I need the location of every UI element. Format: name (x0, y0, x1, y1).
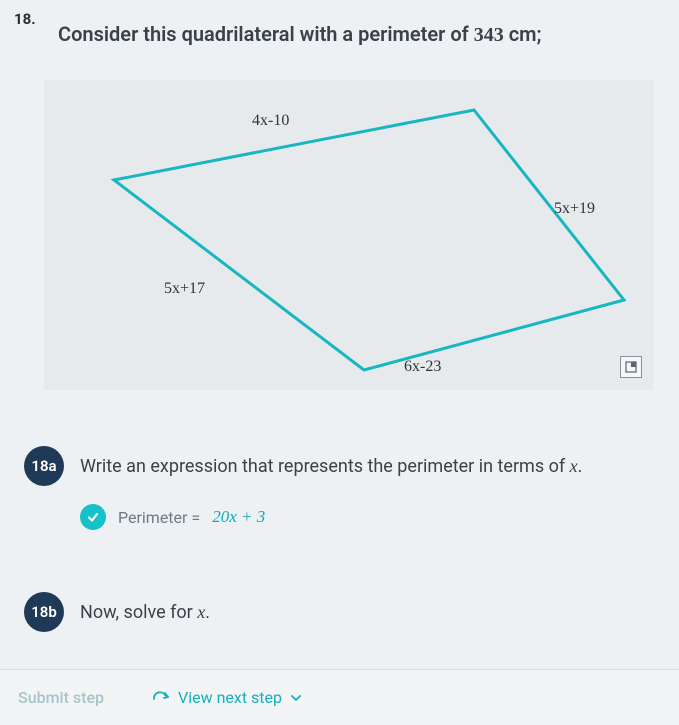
fullscreen-button[interactable] (620, 356, 642, 378)
badge-18a: 18a (24, 446, 64, 486)
figure-panel: 4x-10 5x+19 6x-23 5x+17 (44, 80, 654, 390)
answer-label: Perimeter = (118, 508, 200, 527)
quadrilateral-svg (44, 80, 654, 390)
prompt-suffix: cm; (504, 22, 542, 46)
sp18a-prefix: Write an expression that represents the … (80, 456, 570, 477)
question-prompt: Consider this quadrilateral with a perim… (58, 22, 542, 47)
chevron-down-icon (290, 692, 302, 704)
side-label-top: 4x-10 (252, 112, 289, 130)
subpart-18b: 18b Now, solve for x. (24, 592, 669, 632)
subpart-18a: 18a Write an expression that represents … (24, 446, 669, 530)
side-label-right: 5x+19 (554, 200, 595, 218)
answer-row-18a: Perimeter = 20x + 3 (80, 504, 669, 530)
side-label-bottom: 6x-23 (404, 358, 441, 376)
submit-step-button[interactable]: Submit step (18, 688, 104, 707)
view-next-label: View next step (178, 688, 282, 707)
correct-check (80, 504, 106, 530)
sp18b-suffix: . (205, 602, 210, 623)
prompt-value: 343 (474, 24, 504, 46)
fullscreen-icon (625, 361, 637, 373)
prompt-prefix: Consider this quadrilateral with a perim… (58, 22, 474, 46)
check-icon (86, 510, 100, 524)
side-label-left: 5x+17 (164, 280, 205, 298)
sp18a-var: x (570, 456, 578, 476)
question-number: 18. (14, 10, 36, 28)
question-page: 18. Consider this quadrilateral with a p… (0, 0, 679, 725)
badge-18b: 18b (24, 592, 64, 632)
subpart-18a-text: Write an expression that represents the … (80, 446, 582, 479)
subpart-18b-text: Now, solve for x. (80, 592, 210, 625)
answer-expression: 20x + 3 (212, 507, 265, 527)
sp18b-var: x (197, 602, 205, 622)
sp18b-prefix: Now, solve for (80, 602, 197, 623)
view-next-step-button[interactable]: View next step (152, 688, 302, 707)
redo-icon (152, 691, 170, 705)
quadrilateral-shape (114, 110, 624, 370)
bottom-bar: Submit step View next step (0, 669, 679, 725)
sp18a-suffix: . (578, 456, 583, 477)
